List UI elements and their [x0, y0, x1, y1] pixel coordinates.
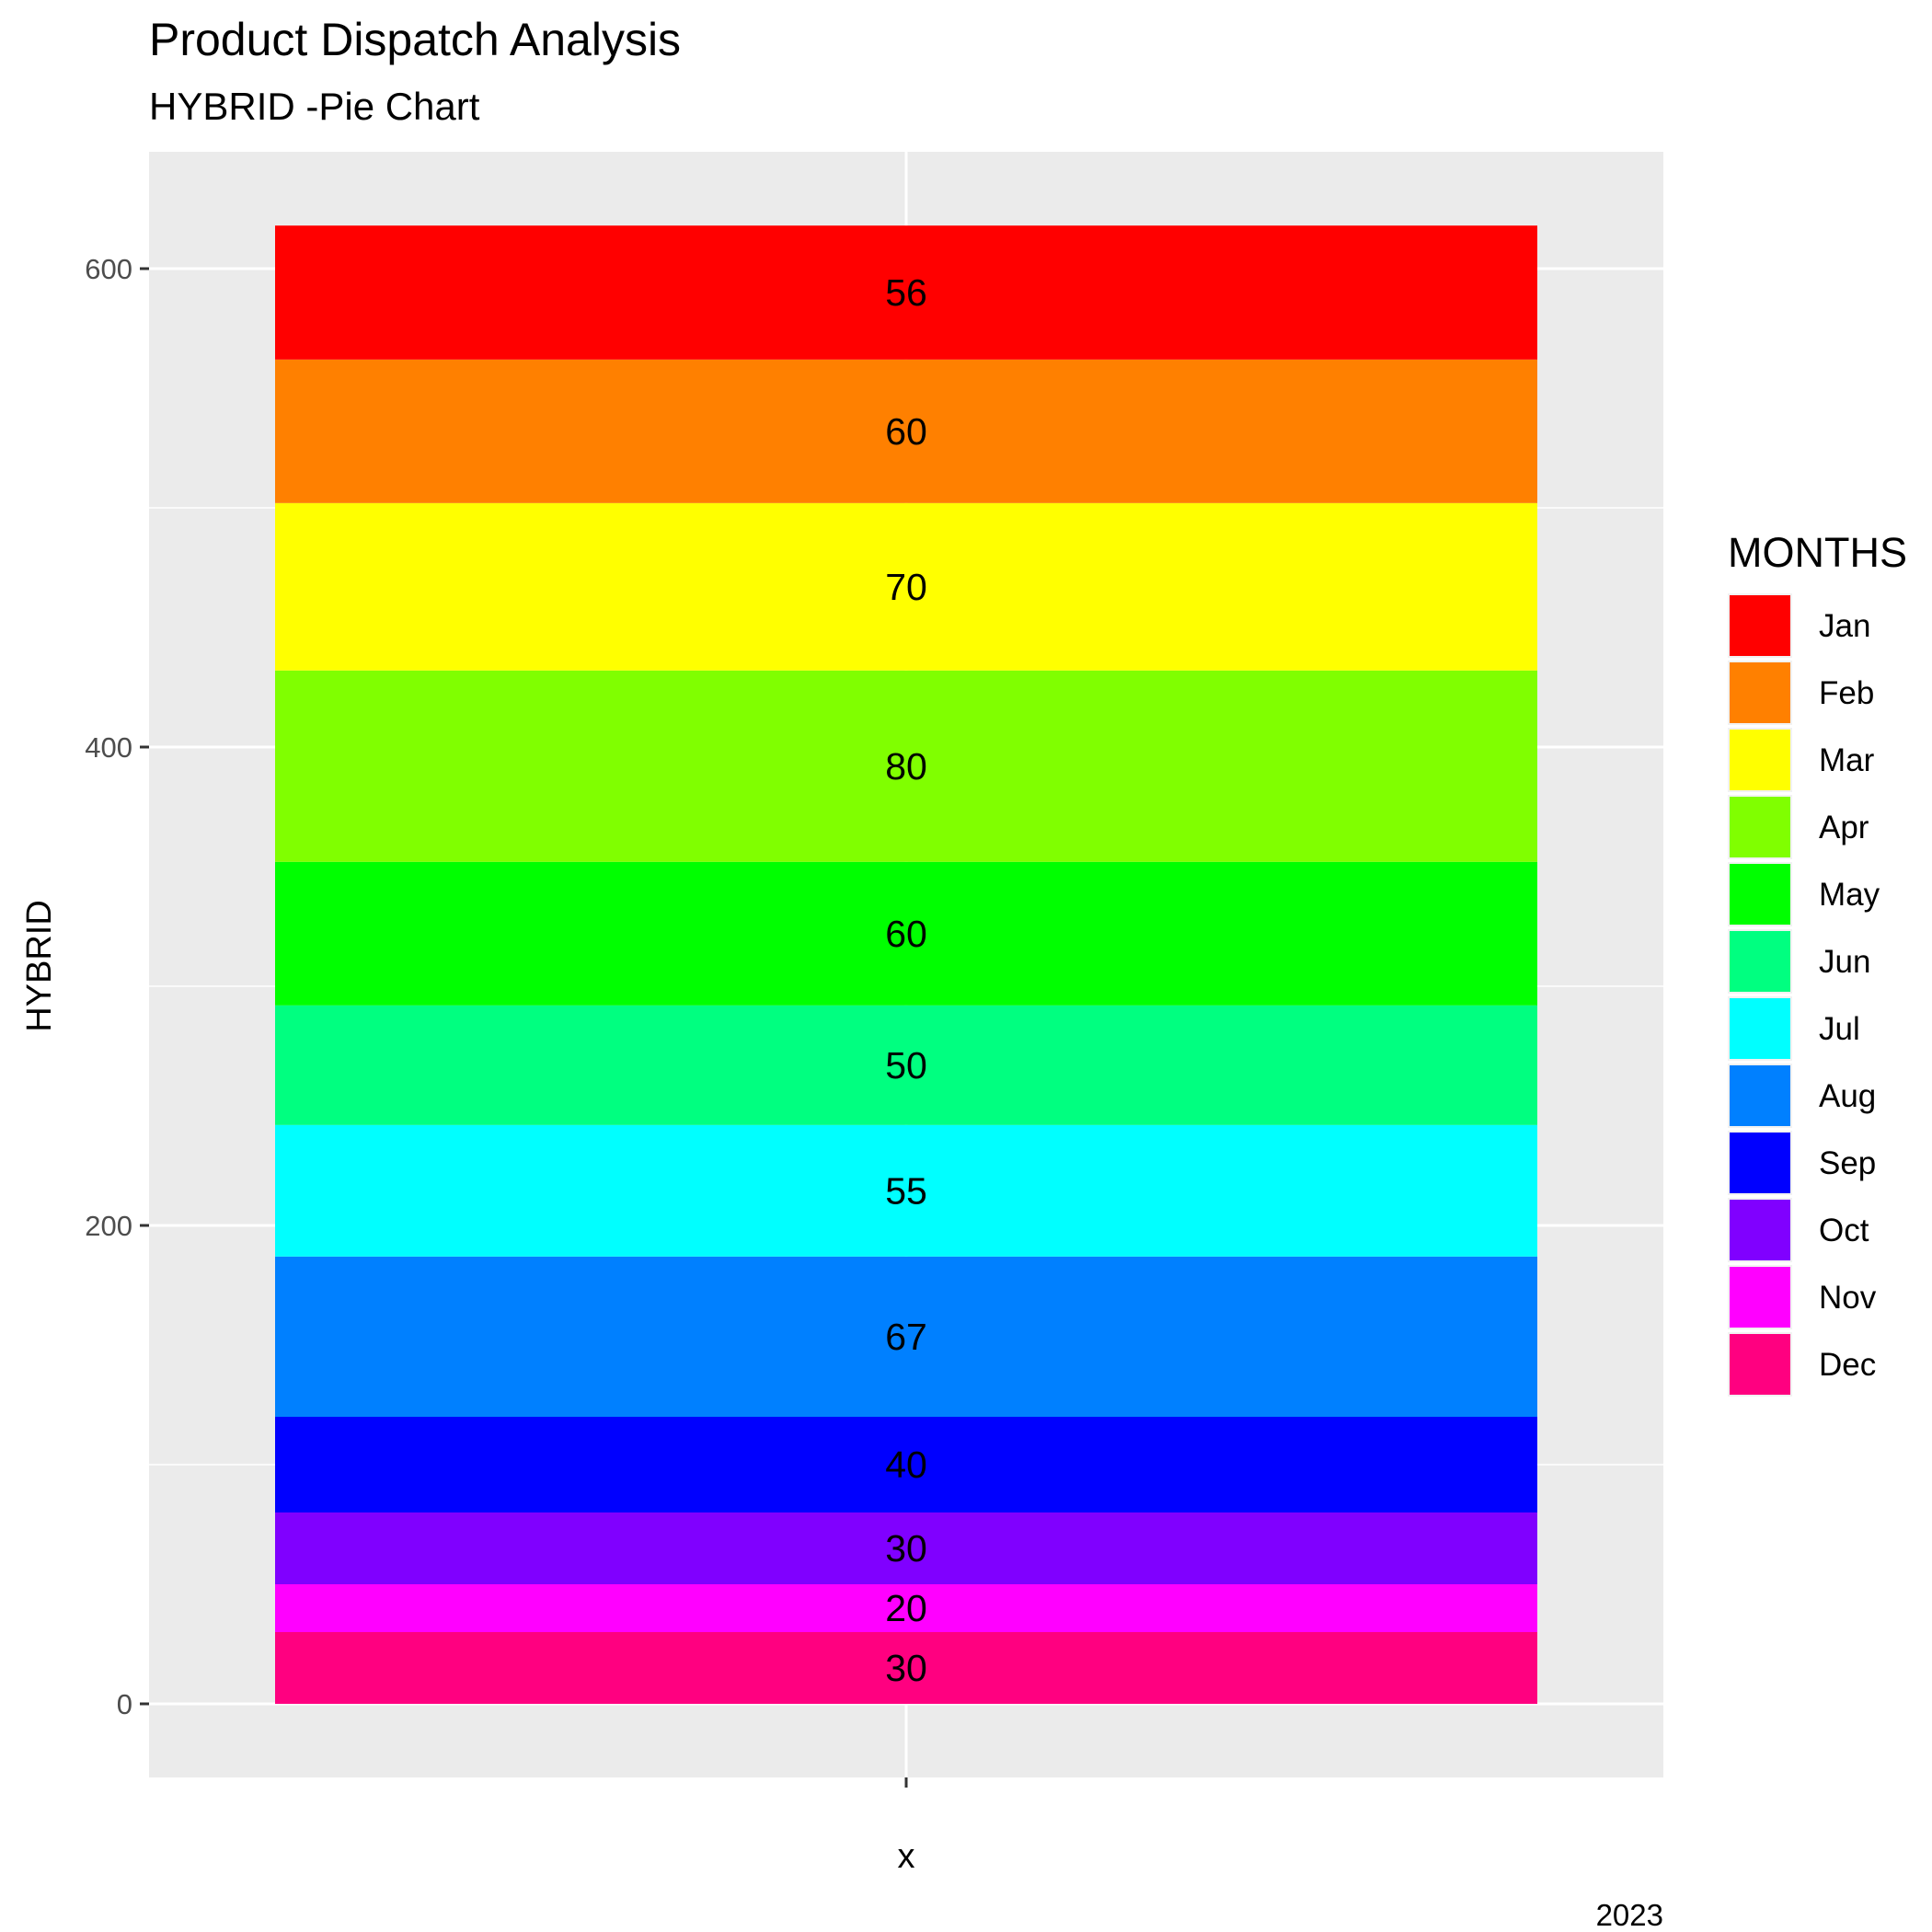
legend-label-dec: Dec: [1819, 1347, 1876, 1383]
y-tick-label: 200: [85, 1210, 132, 1242]
y-axis: 0 200 400 600: [85, 253, 149, 1720]
legend-label-feb: Feb: [1819, 675, 1874, 711]
legend-key-jan: [1730, 595, 1790, 656]
legend-key-jun: [1730, 931, 1790, 992]
x-axis-title: x: [898, 1837, 915, 1876]
chart-subtitle: HYBRID -Pie Chart: [149, 85, 480, 128]
legend-label-jul: Jul: [1819, 1011, 1860, 1047]
legend-key-oct: [1730, 1200, 1790, 1260]
chart-caption: 2023: [1596, 1898, 1663, 1932]
y-tick-label: 600: [85, 253, 132, 285]
y-axis-title: HYBRID: [20, 900, 59, 1032]
legend-key-dec: [1730, 1334, 1790, 1395]
segment-label-jun: 50: [885, 1044, 927, 1087]
bar-segment-nov: [275, 1584, 1537, 1632]
legend-label-jan: Jan: [1819, 608, 1870, 644]
segment-label-jan: 56: [885, 271, 927, 314]
segment-label-dec: 30: [885, 1647, 927, 1689]
bar-segment-aug: [275, 1256, 1537, 1417]
segment-label-jul: 55: [885, 1169, 927, 1212]
chart-title: Product Dispatch Analysis: [149, 14, 681, 65]
bar-segment-sep: [275, 1417, 1537, 1512]
bar-segments: [275, 225, 1537, 1704]
legend-key-feb: [1730, 662, 1790, 723]
segment-label-mar: 70: [885, 566, 927, 608]
legend-label-apr: Apr: [1819, 810, 1869, 845]
legend-key-apr: [1730, 797, 1790, 857]
bar-segment-jan: [275, 225, 1537, 360]
segment-label-nov: 20: [885, 1587, 927, 1629]
legend-label-nov: Nov: [1819, 1280, 1877, 1316]
bar-segment-oct: [275, 1512, 1537, 1584]
segment-label-feb: 60: [885, 410, 927, 453]
legend-key-sep: [1730, 1133, 1790, 1193]
bar-segment-mar: [275, 502, 1537, 671]
legend-label-aug: Aug: [1819, 1078, 1876, 1114]
segment-label-aug: 67: [885, 1316, 927, 1358]
bar-segment-may: [275, 861, 1537, 1006]
legend-key-nov: [1730, 1267, 1790, 1328]
legend-key-aug: [1730, 1065, 1790, 1126]
bar-segment-feb: [275, 359, 1537, 503]
segment-label-may: 60: [885, 913, 927, 955]
segment-label-oct: 30: [885, 1527, 927, 1570]
segment-label-sep: 40: [885, 1443, 927, 1486]
segment-label-apr: 80: [885, 745, 927, 788]
legend: MONTHS Jan Feb Mar Apr May Jun Jul Aug Sep Oct Nov…: [1728, 529, 1907, 1397]
bar-segment-jul: [275, 1124, 1537, 1257]
legend-label-may: May: [1819, 877, 1880, 913]
bar-segment-apr: [275, 670, 1537, 862]
legend-key-may: [1730, 864, 1790, 925]
legend-label-oct: Oct: [1819, 1213, 1869, 1248]
legend-label-sep: Sep: [1819, 1145, 1876, 1181]
legend-label-jun: Jun: [1819, 944, 1870, 980]
segment-labels: 30 20 30 40 67 55 50 60 80 70 60 56: [885, 271, 927, 1689]
legend-title: MONTHS: [1728, 529, 1907, 576]
bar-segment-jun: [275, 1005, 1537, 1125]
legend-key-jul: [1730, 998, 1790, 1059]
legend-label-mar: Mar: [1819, 742, 1875, 778]
y-tick-label: 0: [117, 1688, 132, 1720]
y-tick-label: 400: [85, 731, 132, 764]
legend-key-mar: [1730, 730, 1790, 790]
bar-segment-dec: [275, 1632, 1537, 1704]
